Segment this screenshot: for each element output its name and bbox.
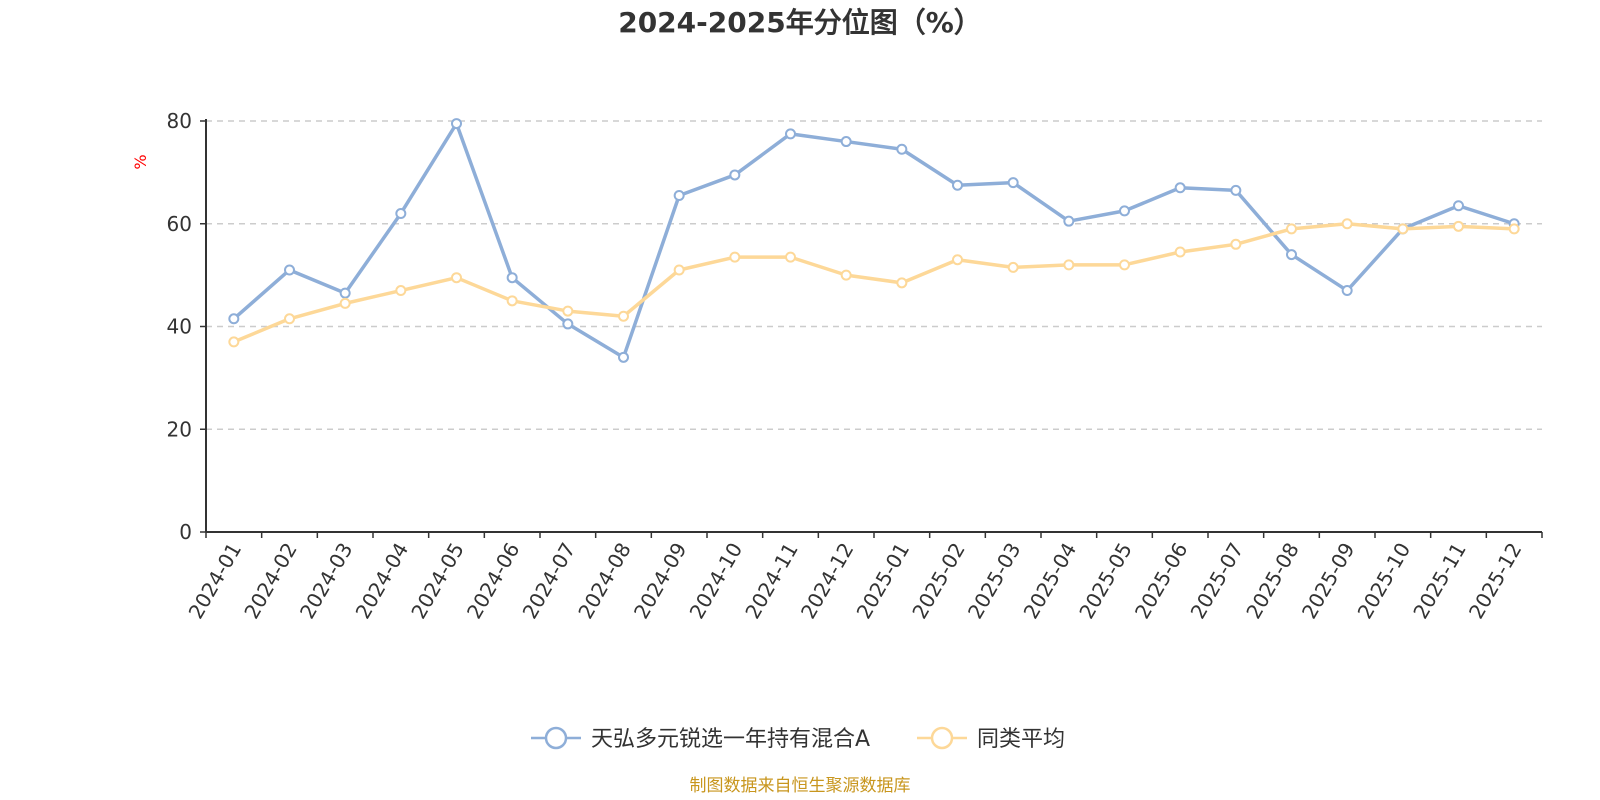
x-tick-label: 2025-08: [1241, 539, 1304, 623]
data-point[interactable]: [618, 351, 629, 363]
x-tick-label: 2024-01: [184, 539, 247, 623]
data-point[interactable]: [1119, 259, 1130, 271]
data-point[interactable]: [1508, 223, 1520, 235]
data-point[interactable]: [1119, 205, 1130, 217]
data-point[interactable]: [562, 318, 574, 330]
x-tick-label: 2025-06: [1130, 539, 1193, 623]
data-point[interactable]: [284, 264, 295, 276]
data-point[interactable]: [1397, 223, 1409, 235]
y-tick-label: 0: [179, 520, 192, 544]
data-point[interactable]: [1230, 184, 1242, 196]
y-tick-label: 80: [167, 109, 192, 133]
data-point[interactable]: [896, 277, 908, 289]
data-point[interactable]: [729, 251, 741, 263]
data-point[interactable]: [618, 310, 629, 322]
data-point[interactable]: [1453, 220, 1464, 232]
data-point[interactable]: [673, 189, 685, 201]
data-point[interactable]: [562, 305, 574, 317]
x-tick-label: 2024-10: [685, 539, 748, 623]
data-point[interactable]: [506, 272, 518, 284]
axes: 0204060802024-012024-022024-032024-04202…: [167, 109, 1543, 623]
legend-item-1[interactable]: 同类平均: [917, 726, 1065, 752]
x-tick-label: 2024-12: [796, 539, 859, 623]
data-point[interactable]: [1286, 223, 1297, 235]
data-point[interactable]: [952, 179, 963, 191]
x-tick-label: 2025-03: [963, 539, 1026, 623]
series-1: [228, 218, 1520, 348]
data-point[interactable]: [785, 128, 796, 140]
data-point[interactable]: [451, 118, 462, 130]
data-point[interactable]: [1453, 200, 1464, 212]
data-point[interactable]: [729, 169, 741, 181]
data-point[interactable]: [395, 207, 407, 219]
y-axis-label: %: [131, 154, 150, 169]
x-tick-label: 2024-03: [295, 539, 358, 623]
x-tick-label: 2024-02: [239, 539, 302, 623]
data-point[interactable]: [1341, 285, 1353, 297]
data-point[interactable]: [228, 313, 240, 325]
data-point[interactable]: [1341, 218, 1353, 230]
source-note: 制图数据来自恒生聚源数据库: [690, 776, 911, 796]
x-tick-label: 2025-07: [1186, 539, 1249, 623]
data-point[interactable]: [1174, 182, 1186, 194]
data-point[interactable]: [952, 254, 963, 266]
data-point[interactable]: [673, 264, 685, 276]
data-point[interactable]: [1007, 261, 1019, 273]
data-point[interactable]: [339, 297, 351, 309]
data-point[interactable]: [1230, 238, 1242, 250]
data-point[interactable]: [1063, 259, 1075, 271]
x-tick-label: 2025-10: [1353, 539, 1416, 623]
x-tick-label: 2024-07: [518, 539, 581, 623]
series-line: [232, 121, 1515, 360]
data-point[interactable]: [785, 251, 796, 263]
data-point[interactable]: [896, 143, 908, 155]
x-tick-label: 2024-04: [351, 539, 414, 623]
data-point[interactable]: [506, 295, 518, 307]
data-point[interactable]: [840, 136, 852, 148]
data-point[interactable]: [284, 313, 295, 325]
x-tick-label: 2024-05: [406, 539, 469, 623]
data-point[interactable]: [228, 336, 240, 348]
x-tick-label: 2024-11: [740, 539, 803, 623]
y-tick-label: 40: [167, 315, 192, 339]
x-tick-label: 2025-05: [1074, 539, 1137, 623]
legend-marker: [544, 726, 568, 750]
data-point[interactable]: [1174, 246, 1186, 258]
series-layer: [228, 118, 1520, 363]
x-tick-label: 2025-09: [1297, 539, 1360, 623]
series-line: [233, 222, 1515, 344]
data-point[interactable]: [339, 287, 351, 299]
data-point[interactable]: [1286, 249, 1297, 261]
x-tick-label: 2025-04: [1019, 539, 1082, 623]
x-tick-label: 2024-06: [462, 539, 525, 623]
x-tick-label: 2025-12: [1464, 539, 1527, 623]
legend-label: 同类平均: [977, 727, 1065, 752]
x-tick-label: 2024-08: [573, 539, 636, 623]
data-point[interactable]: [451, 272, 462, 284]
x-tick-label: 2025-01: [852, 539, 915, 623]
legend-label: 天弘多元锐选一年持有混合A: [591, 727, 870, 752]
chart-title: 2024-2025年分位图（%）: [618, 6, 982, 39]
series-0: [228, 118, 1520, 363]
x-tick-label: 2025-02: [907, 539, 970, 623]
data-point[interactable]: [1007, 177, 1019, 189]
x-tick-label: 2025-11: [1408, 539, 1471, 623]
data-point[interactable]: [395, 285, 407, 297]
data-point[interactable]: [1063, 215, 1075, 227]
legend-item-0[interactable]: 天弘多元锐选一年持有混合A: [531, 726, 870, 752]
y-tick-label: 60: [167, 212, 192, 236]
x-tick-label: 2024-09: [629, 539, 692, 623]
grid-lines: [206, 120, 1542, 430]
legend-marker: [930, 726, 954, 750]
data-point[interactable]: [840, 269, 852, 281]
y-tick-label: 20: [167, 417, 192, 441]
legend: 天弘多元锐选一年持有混合A 同类平均: [531, 726, 1065, 752]
